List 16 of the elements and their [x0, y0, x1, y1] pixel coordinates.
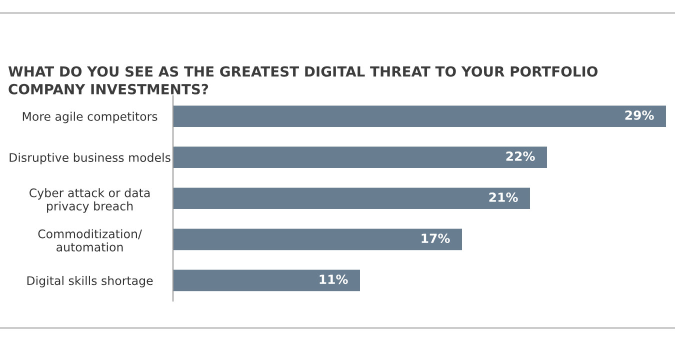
data-label: 11% — [320, 274, 348, 284]
bar — [173, 146, 547, 168]
chart-title: WHAT DO YOU SEE AS THE GREATEST DIGITAL THREAT TO YOUR PORTFOLIO COMPANY INVESTMENTS? — [8, 66, 598, 94]
data-label: 22% — [506, 151, 535, 161]
data-label: 17% — [422, 234, 450, 244]
bar — [173, 228, 462, 250]
bar — [173, 106, 666, 127]
data-label: 29% — [625, 110, 654, 120]
y-tick-label: Cyber attack or data privacy breach — [30, 188, 150, 213]
y-tick-label: Digital skills shortage — [27, 276, 153, 288]
bar — [173, 270, 360, 292]
bar — [173, 188, 530, 210]
data-label: 21% — [489, 192, 518, 202]
y-tick-label: Commoditization/ automation — [38, 229, 142, 252]
y-tick-label: Disruptive business models — [10, 152, 170, 164]
y-tick-label: More agile competitors — [22, 112, 158, 124]
